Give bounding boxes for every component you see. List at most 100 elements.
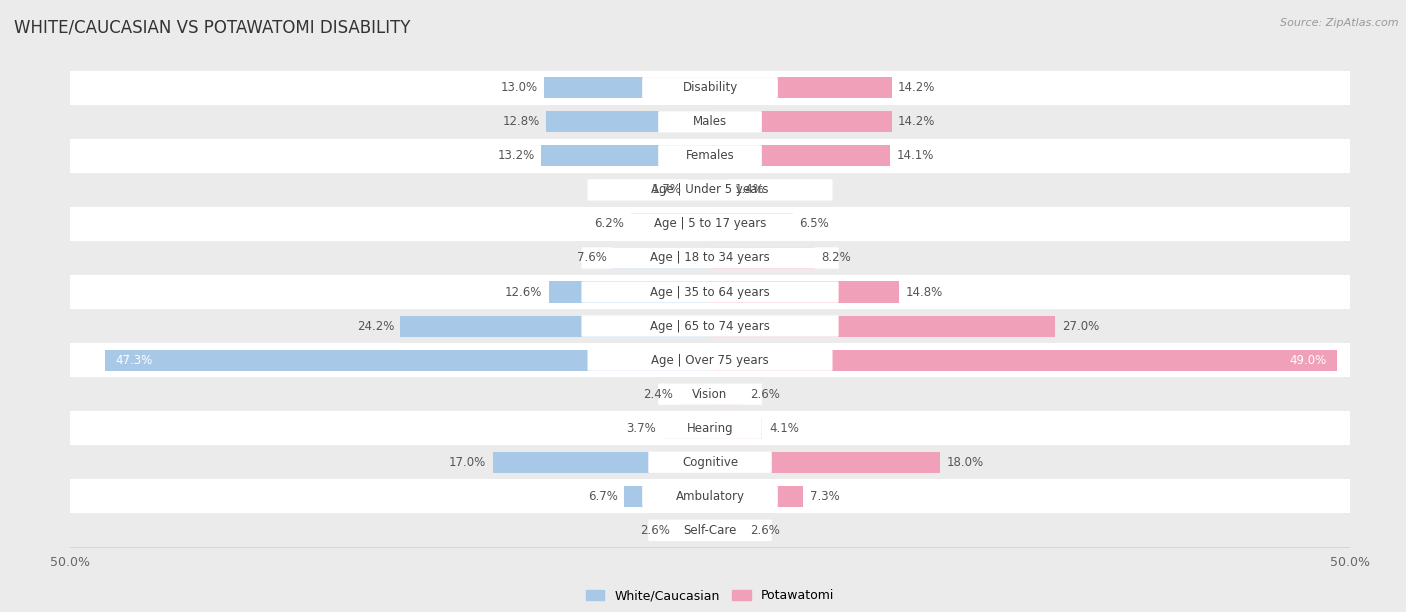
Text: 4.1%: 4.1% <box>769 422 799 435</box>
Bar <box>70 207 1350 241</box>
Text: 18.0%: 18.0% <box>946 456 984 469</box>
Bar <box>662 417 710 439</box>
Legend: White/Caucasian, Potawatomi: White/Caucasian, Potawatomi <box>581 584 839 607</box>
Text: Age | 18 to 34 years: Age | 18 to 34 years <box>650 252 770 264</box>
Text: Females: Females <box>686 149 734 162</box>
Bar <box>70 446 1350 479</box>
Text: 7.3%: 7.3% <box>810 490 839 503</box>
Text: 13.2%: 13.2% <box>498 149 534 162</box>
Text: 6.2%: 6.2% <box>595 217 624 231</box>
Bar <box>679 384 710 405</box>
Text: 6.7%: 6.7% <box>588 490 617 503</box>
Bar <box>710 145 890 166</box>
Bar <box>70 139 1350 173</box>
Bar <box>70 309 1350 343</box>
Text: Age | Over 75 years: Age | Over 75 years <box>651 354 769 367</box>
Bar <box>710 316 1056 337</box>
Text: 2.6%: 2.6% <box>749 387 779 401</box>
Text: Vision: Vision <box>692 387 728 401</box>
Text: 17.0%: 17.0% <box>449 456 486 469</box>
FancyBboxPatch shape <box>582 247 838 269</box>
Bar <box>710 417 762 439</box>
Bar <box>710 111 891 132</box>
Bar <box>70 241 1350 275</box>
FancyBboxPatch shape <box>582 315 838 337</box>
FancyBboxPatch shape <box>643 486 778 507</box>
Text: 1.7%: 1.7% <box>652 184 682 196</box>
Bar <box>710 214 793 234</box>
FancyBboxPatch shape <box>658 111 762 132</box>
Bar <box>70 173 1350 207</box>
Bar <box>710 179 728 201</box>
Bar <box>710 486 803 507</box>
FancyBboxPatch shape <box>658 145 762 166</box>
Text: Age | 65 to 74 years: Age | 65 to 74 years <box>650 319 770 332</box>
Bar <box>710 282 900 302</box>
Text: 27.0%: 27.0% <box>1062 319 1099 332</box>
Text: Age | 35 to 64 years: Age | 35 to 64 years <box>650 286 770 299</box>
Bar <box>492 452 710 473</box>
Text: 8.2%: 8.2% <box>821 252 851 264</box>
Text: 7.6%: 7.6% <box>576 252 606 264</box>
Bar <box>547 111 710 132</box>
Text: Age | 5 to 17 years: Age | 5 to 17 years <box>654 217 766 231</box>
Bar <box>541 145 710 166</box>
Bar <box>689 179 710 201</box>
Bar <box>710 247 815 269</box>
Text: Cognitive: Cognitive <box>682 456 738 469</box>
Bar <box>710 520 744 541</box>
Bar <box>70 71 1350 105</box>
Text: 12.8%: 12.8% <box>502 115 540 129</box>
Bar <box>105 349 710 371</box>
FancyBboxPatch shape <box>648 520 772 541</box>
Bar <box>544 77 710 99</box>
Text: 2.6%: 2.6% <box>749 524 779 537</box>
FancyBboxPatch shape <box>588 179 832 201</box>
Text: 13.0%: 13.0% <box>501 81 537 94</box>
Bar <box>624 486 710 507</box>
FancyBboxPatch shape <box>648 452 772 473</box>
Text: Age | Under 5 years: Age | Under 5 years <box>651 184 769 196</box>
Text: 24.2%: 24.2% <box>357 319 394 332</box>
FancyBboxPatch shape <box>582 282 838 303</box>
Text: Disability: Disability <box>682 81 738 94</box>
Text: 14.2%: 14.2% <box>898 115 935 129</box>
FancyBboxPatch shape <box>588 213 832 234</box>
Text: 14.8%: 14.8% <box>905 286 943 299</box>
Bar <box>613 247 710 269</box>
Bar <box>710 452 941 473</box>
Text: 2.6%: 2.6% <box>641 524 671 537</box>
Bar <box>710 77 891 99</box>
Text: 1.4%: 1.4% <box>734 184 765 196</box>
FancyBboxPatch shape <box>658 417 762 439</box>
Text: 14.1%: 14.1% <box>897 149 934 162</box>
Text: Hearing: Hearing <box>686 422 734 435</box>
Bar <box>70 105 1350 139</box>
Text: Self-Care: Self-Care <box>683 524 737 537</box>
Bar <box>710 384 744 405</box>
Text: Males: Males <box>693 115 727 129</box>
Text: WHITE/CAUCASIAN VS POTAWATOMI DISABILITY: WHITE/CAUCASIAN VS POTAWATOMI DISABILITY <box>14 18 411 36</box>
Bar <box>676 520 710 541</box>
Bar <box>70 343 1350 377</box>
Bar <box>631 214 710 234</box>
Text: 3.7%: 3.7% <box>627 422 657 435</box>
Text: 2.4%: 2.4% <box>643 387 673 401</box>
Text: 6.5%: 6.5% <box>800 217 830 231</box>
Text: 49.0%: 49.0% <box>1289 354 1327 367</box>
Text: 14.2%: 14.2% <box>898 81 935 94</box>
Text: 47.3%: 47.3% <box>115 354 152 367</box>
Bar <box>548 282 710 302</box>
Bar <box>710 349 1337 371</box>
Bar <box>70 513 1350 547</box>
Bar <box>70 411 1350 446</box>
Bar <box>70 479 1350 513</box>
Bar <box>401 316 710 337</box>
Text: Ambulatory: Ambulatory <box>675 490 745 503</box>
Text: Source: ZipAtlas.com: Source: ZipAtlas.com <box>1281 18 1399 28</box>
Text: 12.6%: 12.6% <box>505 286 543 299</box>
FancyBboxPatch shape <box>658 384 762 405</box>
FancyBboxPatch shape <box>588 349 832 371</box>
Bar <box>70 275 1350 309</box>
Bar <box>70 377 1350 411</box>
